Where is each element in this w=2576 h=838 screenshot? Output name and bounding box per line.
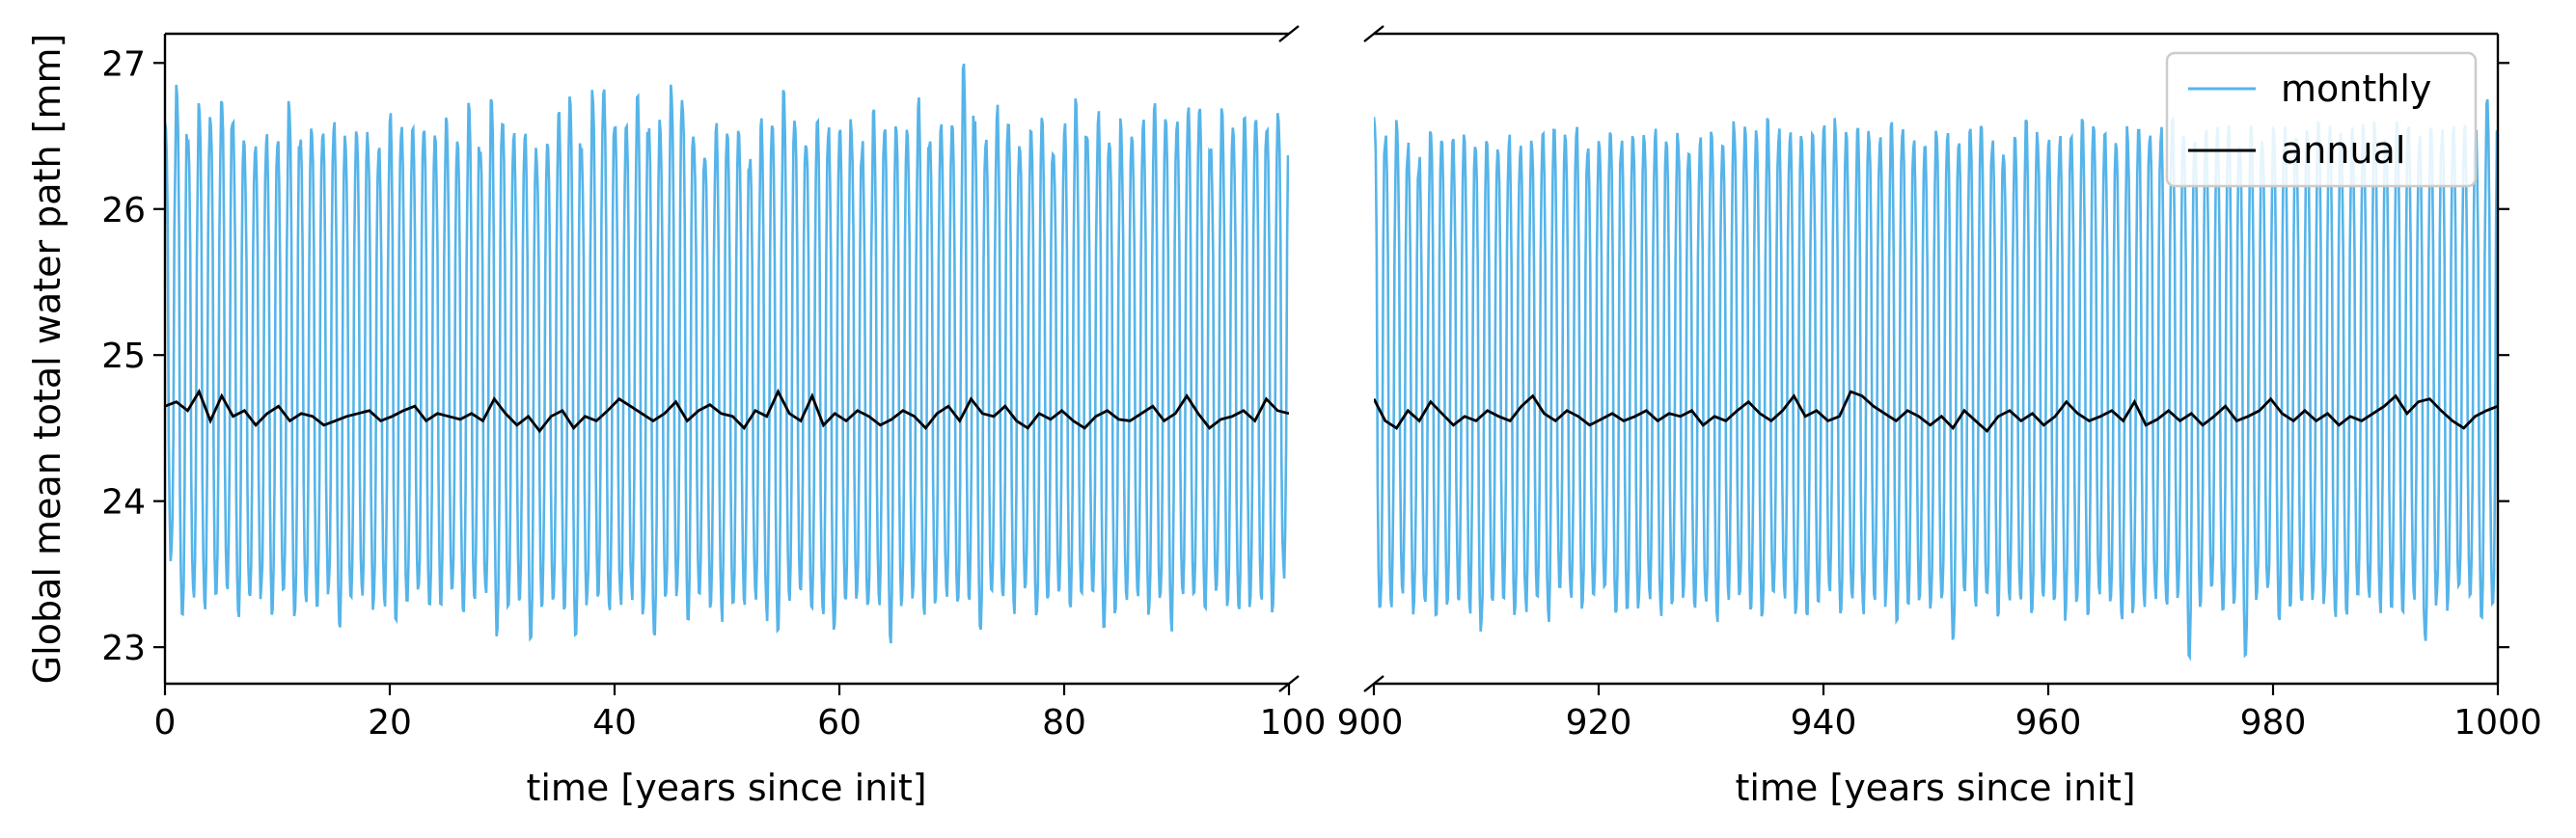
x-tick-label: 0	[154, 703, 177, 743]
panel-left: 0 20 40 60 80 100 23 24 25 26 27	[101, 25, 1327, 743]
panel-right: 900 920 940 960 980 1000	[1337, 25, 2542, 743]
x-tick-label: 960	[2015, 703, 2082, 743]
panel-left-series	[165, 63, 1289, 644]
x-tick-label: 1000	[2453, 703, 2542, 743]
y-tick-label: 24	[101, 483, 146, 523]
x-axis-label-left: time [years since init]	[526, 767, 926, 809]
y-tick-label: 27	[101, 44, 146, 84]
series-monthly-line	[165, 63, 1289, 644]
y-axis-label: Global mean total water path [mm]	[26, 34, 69, 685]
legend-label-monthly: monthly	[2281, 68, 2431, 110]
axis-break-mark	[1278, 675, 1300, 692]
x-tick-label: 900	[1337, 703, 1404, 743]
series-annual-line	[1374, 390, 2498, 434]
legend-label-annual: annual	[2281, 129, 2405, 172]
x-tick-label: 920	[1566, 703, 1632, 743]
panel-right-axes: 900 920 940 960 980 1000	[1337, 25, 2542, 743]
x-axis-label-right: time [years since init]	[1735, 767, 2135, 809]
x-tick-label: 940	[1791, 703, 1857, 743]
x-tick-label: 60	[817, 703, 862, 743]
panel-right-series	[1374, 98, 2498, 662]
x-tick-label: 80	[1042, 703, 1086, 743]
y-tick-label: 26	[101, 191, 146, 230]
y-tick-label: 25	[101, 337, 146, 376]
legend-box	[2165, 51, 2478, 188]
x-tick-label: 20	[368, 703, 412, 743]
axis-break-mark	[1363, 675, 1384, 692]
series-annual-line	[165, 388, 1289, 434]
x-tick-label: 980	[2240, 703, 2307, 743]
panel-left-axes: 0 20 40 60 80 100 23 24 25 26 27	[101, 25, 1327, 743]
series-monthly-line	[1374, 98, 2498, 662]
x-tick-label: 100	[1260, 703, 1327, 743]
axis-break-mark	[1363, 25, 1384, 42]
x-tick-label: 40	[592, 703, 637, 743]
y-tick-label: 23	[101, 629, 146, 668]
legend: monthly annual	[2165, 51, 2478, 188]
axis-break-mark	[1278, 25, 1300, 42]
